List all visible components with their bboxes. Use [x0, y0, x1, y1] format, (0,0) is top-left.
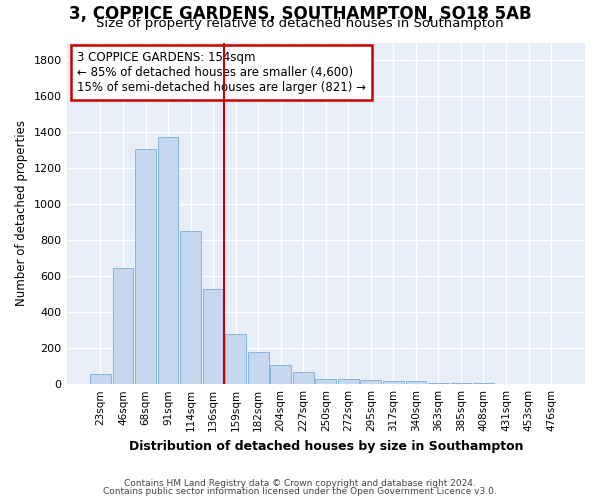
- Bar: [180, 232, 201, 384]
- Bar: [225, 334, 246, 384]
- Text: Contains public sector information licensed under the Open Government Licence v3: Contains public sector information licen…: [103, 487, 497, 496]
- Bar: [248, 352, 269, 384]
- Bar: [90, 374, 111, 384]
- Bar: [406, 382, 426, 384]
- Bar: [203, 289, 223, 384]
- Bar: [293, 372, 314, 384]
- Text: Contains HM Land Registry data © Crown copyright and database right 2024.: Contains HM Land Registry data © Crown c…: [124, 478, 476, 488]
- Bar: [113, 268, 133, 384]
- Bar: [361, 380, 381, 384]
- Y-axis label: Number of detached properties: Number of detached properties: [15, 120, 28, 306]
- Bar: [135, 148, 156, 384]
- Bar: [316, 379, 336, 384]
- X-axis label: Distribution of detached houses by size in Southampton: Distribution of detached houses by size …: [128, 440, 523, 452]
- Bar: [338, 379, 359, 384]
- Text: Size of property relative to detached houses in Southampton: Size of property relative to detached ho…: [96, 18, 504, 30]
- Bar: [383, 380, 404, 384]
- Bar: [271, 366, 291, 384]
- Text: 3, COPPICE GARDENS, SOUTHAMPTON, SO18 5AB: 3, COPPICE GARDENS, SOUTHAMPTON, SO18 5A…: [68, 5, 532, 23]
- Bar: [158, 137, 178, 384]
- Text: 3 COPPICE GARDENS: 154sqm
← 85% of detached houses are smaller (4,600)
15% of se: 3 COPPICE GARDENS: 154sqm ← 85% of detac…: [77, 51, 366, 94]
